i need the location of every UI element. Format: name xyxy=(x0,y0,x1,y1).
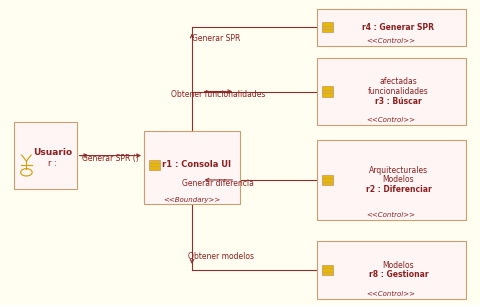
Bar xyxy=(322,23,333,33)
Text: r4 : Generar SPR: r4 : Generar SPR xyxy=(362,23,434,32)
Bar xyxy=(317,58,466,125)
Bar xyxy=(322,175,333,185)
Text: Generar SPR (): Generar SPR () xyxy=(82,154,139,163)
Text: <<Control>>: <<Control>> xyxy=(367,212,416,218)
Bar xyxy=(322,87,333,96)
Bar xyxy=(144,131,240,204)
Text: afectadas: afectadas xyxy=(380,77,417,86)
Bar xyxy=(317,9,466,46)
Text: Generar diferencia: Generar diferencia xyxy=(182,178,254,188)
Text: Modelos: Modelos xyxy=(383,260,414,270)
Text: <<Control>>: <<Control>> xyxy=(367,38,416,44)
Bar xyxy=(322,265,333,275)
Bar xyxy=(14,122,77,189)
Text: r1 : Consola UI: r1 : Consola UI xyxy=(162,160,231,169)
Text: Obtener modelos: Obtener modelos xyxy=(188,252,254,261)
Text: Obtener funcionalidades: Obtener funcionalidades xyxy=(171,90,265,99)
Bar xyxy=(149,160,160,170)
Text: r3 : Búscar: r3 : Búscar xyxy=(375,97,422,106)
Text: r8 : Gestionar: r8 : Gestionar xyxy=(369,270,428,279)
Text: r :: r : xyxy=(48,159,57,168)
Text: funcionalidades: funcionalidades xyxy=(368,87,429,96)
Text: Generar SPR: Generar SPR xyxy=(192,34,240,43)
Text: <<Control>>: <<Control>> xyxy=(367,117,416,124)
Text: <<Control>>: <<Control>> xyxy=(367,291,416,297)
Bar xyxy=(317,140,466,220)
Text: r2 : Diferenciar: r2 : Diferenciar xyxy=(366,185,431,194)
Text: Modelos: Modelos xyxy=(383,175,414,185)
Text: <<Boundary>>: <<Boundary>> xyxy=(163,197,221,203)
Text: Usuario: Usuario xyxy=(33,148,72,157)
Text: Arquitecturales: Arquitecturales xyxy=(369,166,428,175)
Bar xyxy=(317,241,466,299)
